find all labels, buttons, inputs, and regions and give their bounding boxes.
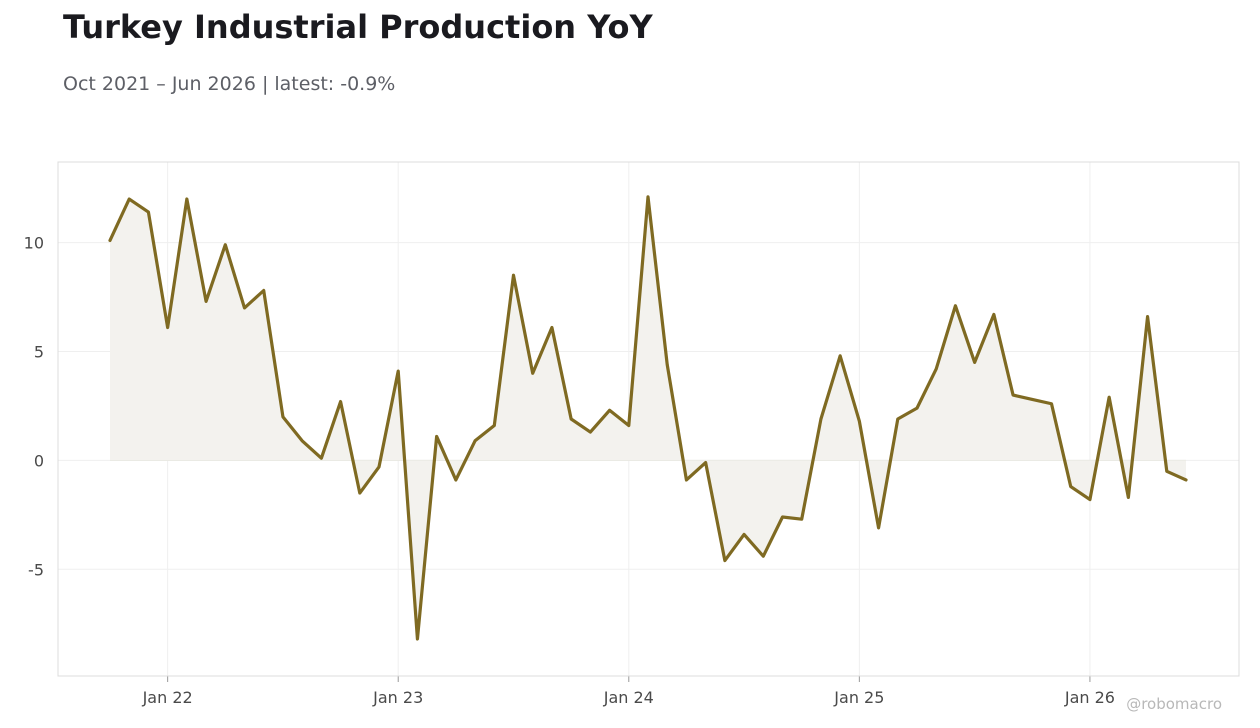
area-fill	[110, 196, 1186, 639]
watermark: @robomacro	[1126, 695, 1222, 713]
area-fill-layer	[110, 196, 1186, 639]
x-tick-label: Jan 26	[1064, 688, 1115, 707]
chart-subtitle: Oct 2021 – Jun 2026 | latest: -0.9%	[63, 73, 396, 95]
axis-labels: 10 5 0 -5 Jan 22 Jan 23 Jan 24 Jan 25 Jan 26	[24, 234, 1115, 707]
x-tick-label: Jan 24	[603, 688, 654, 707]
y-tick-label: -5	[28, 560, 44, 579]
x-tick-label: Jan 23	[372, 688, 423, 707]
y-tick-label: 10	[24, 234, 44, 253]
plot-frame	[57, 161, 1240, 677]
series-line-layer	[108, 195, 1188, 641]
y-tick-label: 5	[34, 342, 44, 361]
y-tick-label: 0	[34, 451, 44, 470]
x-tick-label: Jan 22	[142, 688, 193, 707]
x-tick-label: Jan 25	[833, 688, 884, 707]
chart-title: Turkey Industrial Production YoY	[63, 8, 653, 46]
